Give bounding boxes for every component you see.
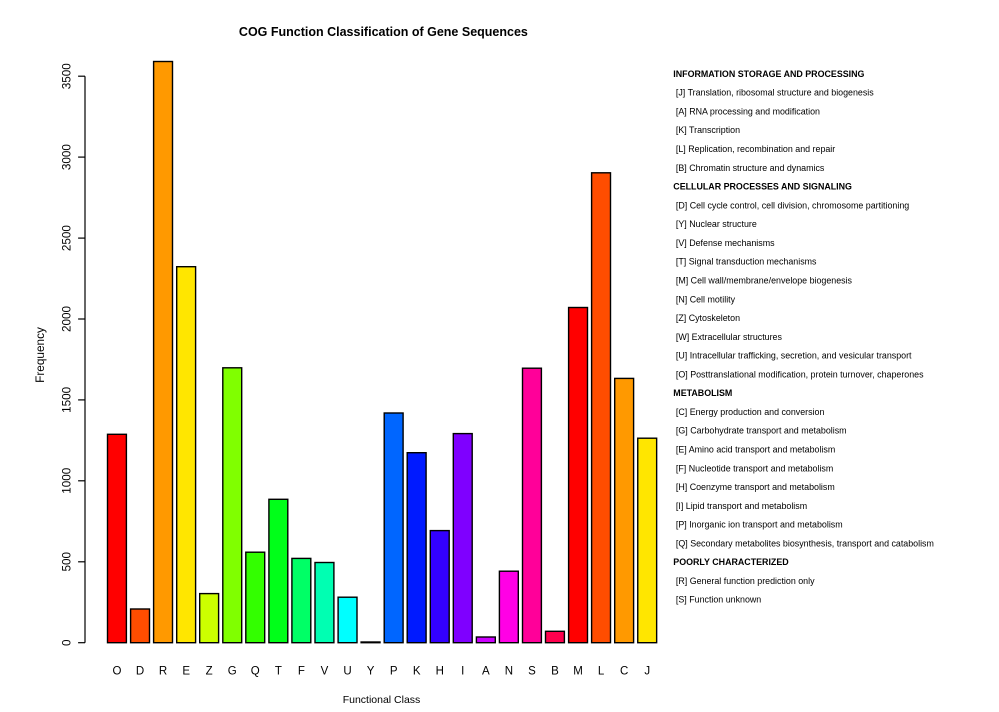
svg-text:A: A: [482, 666, 490, 678]
svg-text:[O] Posttranslational modifica: [O] Posttranslational modification, prot…: [676, 369, 924, 379]
svg-text:CELLULAR PROCESSES AND SIGNALI: CELLULAR PROCESSES AND SIGNALING: [673, 182, 852, 192]
svg-text:E: E: [182, 666, 190, 678]
svg-text:2500: 2500: [60, 225, 73, 252]
svg-text:1000: 1000: [60, 467, 73, 494]
svg-text:[F] Nucleotide transport and m: [F] Nucleotide transport and metabolism: [676, 463, 833, 473]
svg-text:R: R: [159, 666, 167, 678]
svg-text:COG Function Classification of: COG Function Classification of Gene Sequ…: [239, 25, 528, 39]
svg-text:S: S: [528, 666, 536, 678]
svg-text:Q: Q: [251, 666, 260, 678]
svg-text:[N] Cell motility: [N] Cell motility: [676, 294, 736, 304]
svg-text:[M] Cell wall/membrane/envelop: [M] Cell wall/membrane/envelope biogenes…: [676, 276, 853, 286]
svg-text:[K] Transcription: [K] Transcription: [676, 125, 740, 135]
svg-text:I: I: [461, 666, 464, 678]
svg-text:Z: Z: [206, 666, 213, 678]
svg-text:[T] Signal transduction mechan: [T] Signal transduction mechanisms: [676, 257, 817, 267]
svg-text:H: H: [436, 666, 444, 678]
svg-text:3000: 3000: [60, 144, 73, 171]
svg-text:[P] Inorganic ion transport an: [P] Inorganic ion transport and metaboli…: [676, 520, 843, 530]
svg-text:[J] Translation, ribosomal str: [J] Translation, ribosomal structure and…: [676, 88, 874, 98]
svg-text:[A] RNA processing and modific: [A] RNA processing and modification: [676, 107, 820, 117]
svg-text:C: C: [620, 666, 628, 678]
svg-text:Y: Y: [367, 666, 375, 678]
svg-text:N: N: [505, 666, 513, 678]
svg-text:[Q] Secondary metabolites bios: [Q] Secondary metabolites biosynthesis, …: [676, 538, 934, 548]
svg-text:INFORMATION STORAGE AND PROCES: INFORMATION STORAGE AND PROCESSING: [673, 69, 864, 79]
svg-text:[V] Defense mechanisms: [V] Defense mechanisms: [676, 238, 775, 248]
svg-text:[U] Intracellular trafficking,: [U] Intracellular trafficking, secretion…: [676, 351, 912, 361]
svg-text:M: M: [573, 666, 583, 678]
svg-text:[R] General function predictio: [R] General function prediction only: [676, 576, 815, 586]
svg-text:D: D: [136, 666, 144, 678]
svg-text:[W] Extracellular structures: [W] Extracellular structures: [676, 332, 783, 342]
svg-text:L: L: [598, 666, 605, 678]
svg-text:[H] Coenzyme transport and met: [H] Coenzyme transport and metabolism: [676, 482, 835, 492]
svg-text:V: V: [321, 666, 329, 678]
svg-text:0: 0: [60, 639, 73, 646]
svg-text:3500: 3500: [60, 63, 73, 90]
svg-text:[S] Function unknown: [S] Function unknown: [676, 595, 761, 605]
svg-text:O: O: [112, 666, 121, 678]
svg-text:T: T: [275, 666, 282, 678]
svg-text:[I] Lipid transport and metabo: [I] Lipid transport and metabolism: [676, 501, 807, 511]
svg-text:F: F: [298, 666, 305, 678]
svg-text:Frequency: Frequency: [33, 327, 47, 383]
svg-text:G: G: [228, 666, 237, 678]
svg-text:[E] Amino acid transport and m: [E] Amino acid transport and metabolism: [676, 445, 835, 455]
svg-text:[L] Replication, recombination: [L] Replication, recombination and repai…: [676, 144, 835, 154]
svg-text:2000: 2000: [60, 306, 73, 333]
svg-text:P: P: [390, 666, 398, 678]
svg-text:[Y] Nuclear structure: [Y] Nuclear structure: [676, 219, 757, 229]
svg-text:[C] Energy production and conv: [C] Energy production and conversion: [676, 407, 825, 417]
svg-text:[Z] Cytoskeleton: [Z] Cytoskeleton: [676, 313, 740, 323]
svg-text:Functional Class: Functional Class: [343, 694, 421, 706]
svg-text:U: U: [343, 666, 351, 678]
svg-text:METABOLISM: METABOLISM: [673, 388, 732, 398]
svg-text:POORLY CHARACTERIZED: POORLY CHARACTERIZED: [673, 557, 789, 567]
svg-text:1500: 1500: [60, 386, 73, 413]
svg-text:[B] Chromatin structure and dy: [B] Chromatin structure and dynamics: [676, 163, 825, 173]
svg-text:[D] Cell cycle control, cell d: [D] Cell cycle control, cell division, c…: [676, 200, 909, 210]
svg-text:[G] Carbohydrate transport and: [G] Carbohydrate transport and metabolis…: [676, 426, 847, 436]
svg-text:B: B: [551, 666, 559, 678]
svg-text:J: J: [644, 666, 650, 678]
svg-text:500: 500: [60, 552, 73, 572]
svg-text:K: K: [413, 666, 421, 678]
